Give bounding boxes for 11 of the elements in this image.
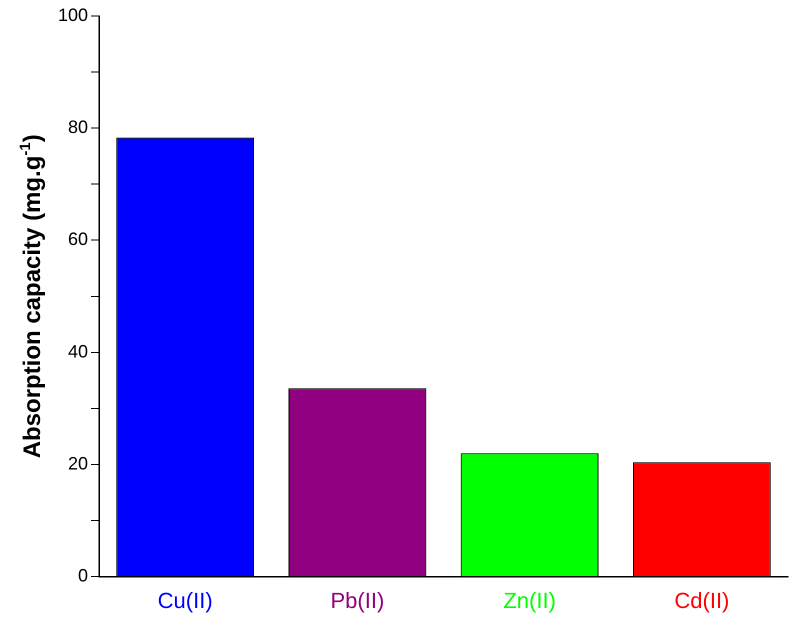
y-axis-title: Absorption capacity (mg.g-1) bbox=[17, 134, 46, 458]
x-tick-label: Zn(II) bbox=[503, 588, 556, 613]
x-tick-label: Pb(II) bbox=[330, 588, 384, 613]
y-tick-label: 20 bbox=[68, 453, 88, 474]
y-tick-label: 60 bbox=[68, 229, 88, 250]
y-tick-label: 40 bbox=[68, 341, 88, 362]
y-tick-label: 80 bbox=[68, 117, 88, 138]
x-tick-label: Cu(II) bbox=[158, 588, 213, 613]
x-tick-label: Cd(II) bbox=[674, 588, 730, 613]
y-tick-label: 100 bbox=[58, 4, 88, 25]
y-tick-label: 0 bbox=[78, 566, 88, 586]
